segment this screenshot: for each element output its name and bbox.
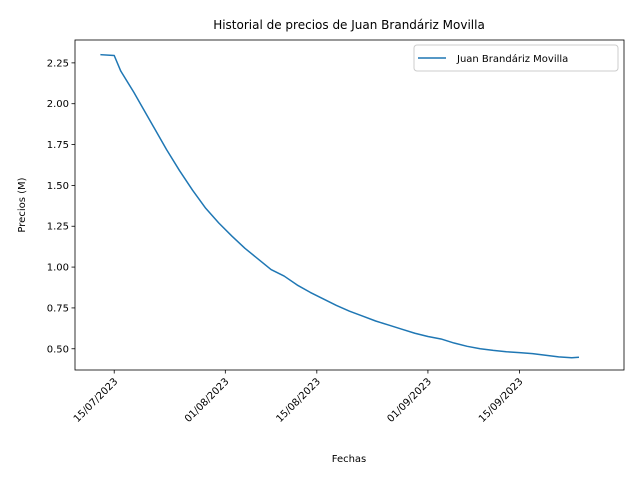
plot-area [74,39,625,371]
y-tick-label: 0.50 [47,344,69,355]
y-axis-ticks: 0.50 0.75 1.00 1.25 1.50 1.75 2.00 2.25 [47,58,75,355]
y-tick-label: 2.00 [47,99,69,110]
chart-title: Historial de precios de Juan Brandáriz M… [213,18,485,32]
series-line [100,53,580,359]
y-tick-label: 1.75 [47,140,69,151]
y-tick-label: 1.25 [47,222,69,233]
y-axis-title: Precios (M) [17,177,28,232]
y-tick-label: 1.00 [47,263,69,274]
y-tick-label: 1.50 [47,181,69,192]
plot-frame [74,39,625,371]
y-tick-label: 0.75 [47,303,69,314]
legend: Juan Brandáriz Movilla [413,44,619,72]
series-layer [100,53,580,359]
legend-label: Juan Brandáriz Movilla [456,53,568,65]
y-tick-label: 2.25 [47,58,69,69]
legend-box [413,44,619,72]
x-axis-title: Fechas [332,454,367,465]
